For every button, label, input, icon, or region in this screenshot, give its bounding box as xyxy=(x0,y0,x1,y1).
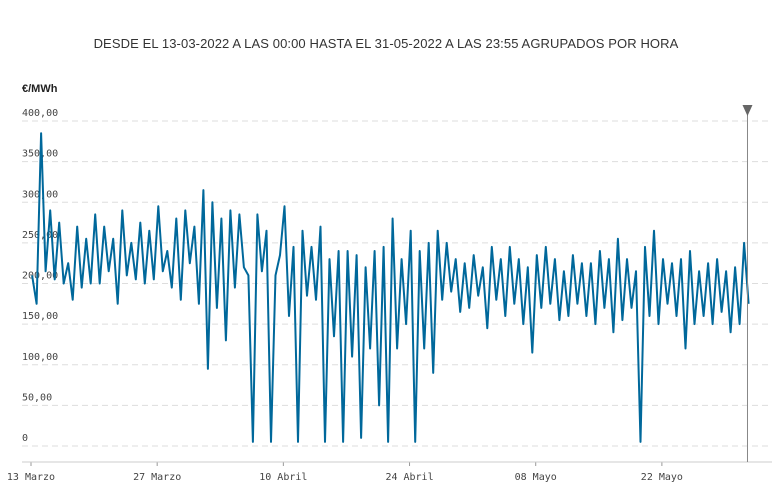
x-axis-ticks: 13 Marzo 27 Marzo 10 Abril 24 Abril 08 Mayo 2… xyxy=(7,462,683,483)
grid-lines xyxy=(22,120,772,447)
x-tick-label: 13 Marzo xyxy=(7,472,55,483)
y-axis-unit-label: €/MWh xyxy=(22,83,58,95)
x-tick-label: 10 Abril xyxy=(259,472,307,483)
cursor-marker-icon[interactable] xyxy=(742,105,753,116)
x-tick-label: 08 Mayo xyxy=(515,472,557,483)
y-tick-label: 0 xyxy=(22,433,28,444)
y-tick-label: 100,00 xyxy=(22,352,58,363)
y-tick-label: 150,00 xyxy=(22,311,58,322)
x-tick-label: 24 Abril xyxy=(385,472,433,483)
y-tick-label: 400,00 xyxy=(22,108,58,119)
chart-title: DESDE EL 13-03-2022 A LAS 00:00 HASTA EL… xyxy=(93,36,679,51)
x-tick-label: 27 Marzo xyxy=(133,472,181,483)
y-tick-label: 250,00 xyxy=(22,230,58,241)
x-tick-label: 22 Mayo xyxy=(641,472,683,483)
y-tick-label: 50,00 xyxy=(22,392,52,403)
price-series-line[interactable] xyxy=(31,132,750,443)
y-tick-label: 200,00 xyxy=(22,271,58,282)
